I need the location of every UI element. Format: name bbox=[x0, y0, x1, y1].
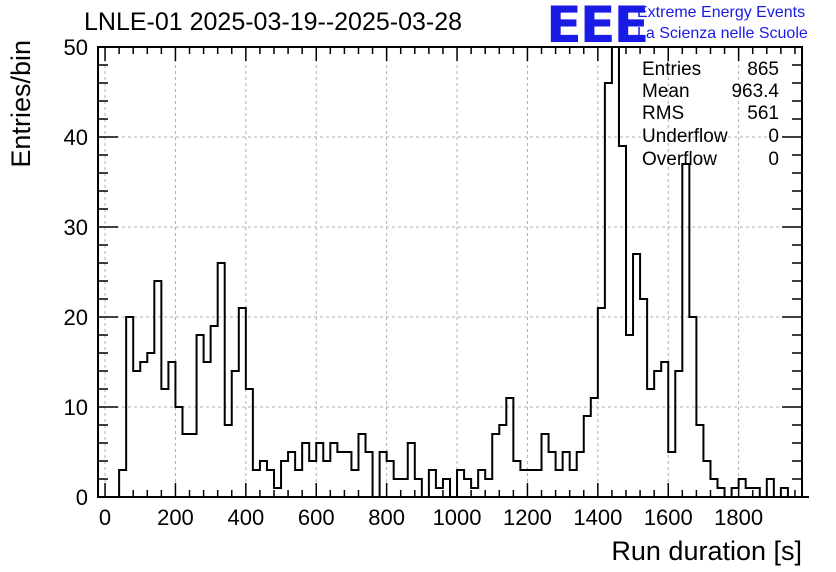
x-tick-label: 1400 bbox=[573, 505, 622, 530]
x-axis-label: Run duration [s] bbox=[611, 536, 802, 566]
x-tick-label: 400 bbox=[227, 505, 264, 530]
stat-value-mean: 963.4 bbox=[731, 81, 779, 102]
x-tick-label: 600 bbox=[298, 505, 335, 530]
stat-label-overflow: Overflow bbox=[642, 149, 717, 170]
x-tick-label: 0 bbox=[99, 505, 111, 530]
x-tick-label: 200 bbox=[157, 505, 194, 530]
chart-title: LNLE-01 2025-03-19--2025-03-28 bbox=[84, 8, 463, 36]
tick-labels: 0 200 400 600 800 1000 1200 1400 1600 1800 0 10 20 30… bbox=[64, 35, 764, 530]
y-tick-label: 50 bbox=[64, 35, 88, 60]
x-tick-label: 1000 bbox=[433, 505, 482, 530]
axis-ticks bbox=[98, 46, 802, 498]
logo-line-1: Extreme Energy Events bbox=[637, 4, 806, 21]
stat-value-rms: 561 bbox=[747, 103, 779, 124]
y-tick-label: 0 bbox=[76, 485, 88, 510]
y-tick-label: 30 bbox=[64, 215, 88, 240]
stat-value-underflow: 0 bbox=[768, 126, 779, 147]
stat-value-overflow: 0 bbox=[768, 149, 779, 170]
x-tick-label: 1600 bbox=[644, 505, 693, 530]
grid-lines bbox=[98, 46, 802, 497]
y-tick-label: 10 bbox=[64, 395, 88, 420]
x-tick-label: 800 bbox=[368, 505, 405, 530]
plot-frame bbox=[97, 46, 803, 498]
eee-logo: EEE bbox=[546, 0, 649, 54]
x-tick-label: 1800 bbox=[714, 505, 763, 530]
y-axis-label: Entries/bin bbox=[6, 40, 36, 168]
stat-value-entries: 865 bbox=[747, 59, 779, 80]
stat-label-rms: RMS bbox=[642, 103, 685, 124]
y-tick-label: 20 bbox=[64, 305, 88, 330]
y-tick-label: 40 bbox=[64, 125, 88, 150]
stat-label-entries: Entries bbox=[642, 59, 702, 80]
stat-label-mean: Mean bbox=[642, 81, 690, 102]
logo-line-2: La Scienza nelle Scuole bbox=[637, 25, 808, 42]
x-tick-label: 1200 bbox=[503, 505, 552, 530]
stat-label-underflow: Underflow bbox=[642, 126, 728, 147]
